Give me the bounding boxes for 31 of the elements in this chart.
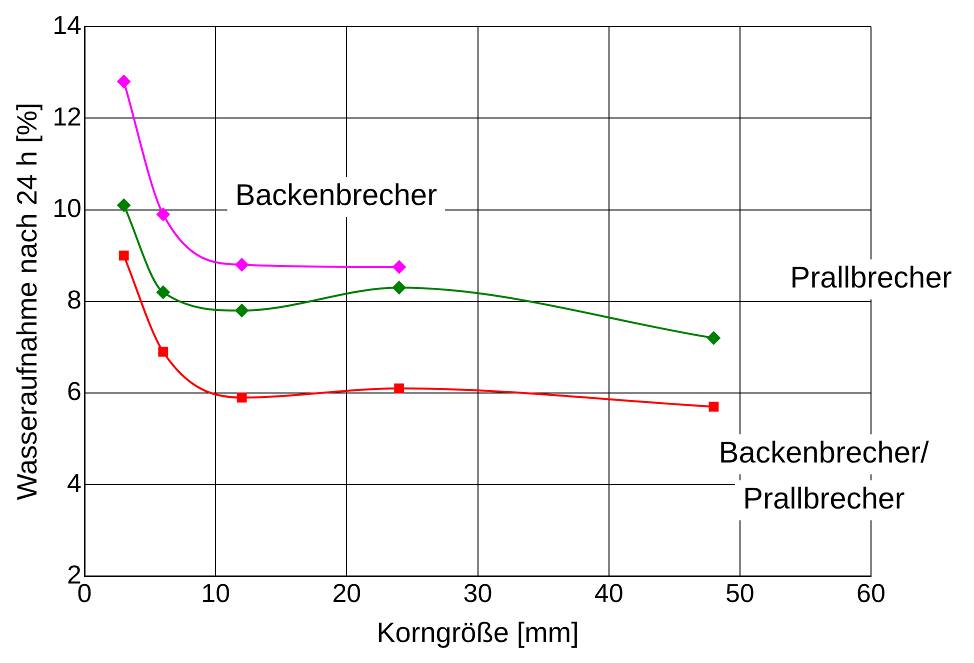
- point: [116, 198, 131, 212]
- point: [392, 280, 406, 295]
- x-tick-label: 20: [332, 578, 362, 608]
- series-label: Backenbrecher: [235, 179, 438, 212]
- point: [118, 250, 129, 261]
- point: [394, 383, 404, 394]
- point: [706, 331, 721, 346]
- y-axis-title: Wasseraufnahme nach 24 h [%]: [12, 102, 43, 500]
- point: [156, 207, 170, 222]
- text: Prallbrecher: [790, 262, 952, 295]
- y-tick-label: 4: [67, 468, 82, 498]
- x-tick-label: 10: [201, 578, 230, 608]
- point: [234, 304, 249, 318]
- x-axis-title: Korngröße [mm]: [376, 616, 579, 648]
- point: [116, 74, 131, 89]
- point: [234, 258, 249, 272]
- x-tick-label: 60: [856, 578, 886, 608]
- y-tick-label: 6: [67, 376, 82, 406]
- y-tick-label: 8: [67, 284, 82, 315]
- point: [158, 346, 168, 357]
- point: [392, 260, 406, 274]
- series-label: Backenbrecher/Prallbrecher: [718, 436, 930, 516]
- x-tick-label: 50: [725, 578, 754, 608]
- y-tick-label: 14: [52, 10, 82, 40]
- point: [156, 285, 170, 300]
- point: [708, 402, 719, 412]
- point: [236, 392, 247, 403]
- y-tick-label: 12: [52, 101, 82, 132]
- x-tick-label: 40: [594, 578, 624, 608]
- x-tick-label: 30: [463, 578, 492, 608]
- y-tick-label: 10: [52, 192, 82, 223]
